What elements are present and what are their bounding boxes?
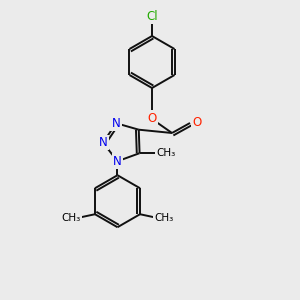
Text: CH₃: CH₃ bbox=[154, 213, 174, 223]
Text: O: O bbox=[192, 116, 202, 130]
Text: CH₃: CH₃ bbox=[61, 213, 81, 223]
Text: N: N bbox=[112, 117, 121, 130]
Text: N: N bbox=[113, 155, 122, 168]
Text: O: O bbox=[147, 112, 157, 125]
Text: CH₃: CH₃ bbox=[156, 148, 175, 158]
Text: N: N bbox=[99, 136, 107, 149]
Text: Cl: Cl bbox=[146, 10, 158, 22]
